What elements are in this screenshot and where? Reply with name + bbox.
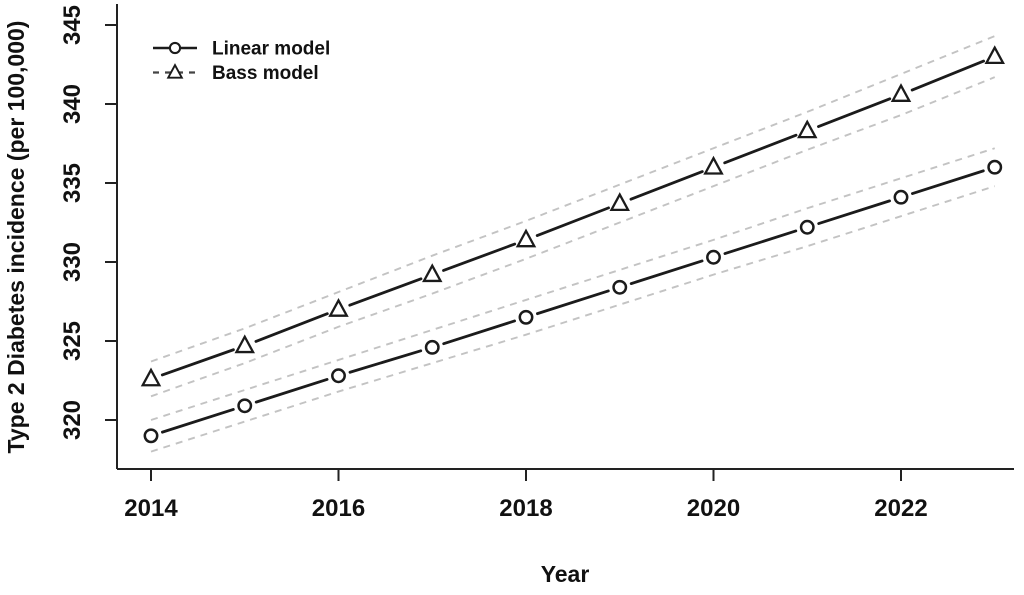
series-lines xyxy=(160,59,986,434)
svg-text:340: 340 xyxy=(59,84,86,124)
legend-label: Linear model xyxy=(212,39,330,60)
axis-tick-labels: 2014 2016 2018 2020 2022 320 325 330 335 340 345 xyxy=(59,5,928,522)
series-markers xyxy=(140,45,1005,444)
svg-text:330: 330 xyxy=(59,242,86,282)
svg-text:2016: 2016 xyxy=(312,495,365,522)
svg-text:320: 320 xyxy=(59,400,86,440)
confidence-bands xyxy=(150,35,996,453)
legend: Linear model Bass model xyxy=(153,39,330,84)
svg-text:2020: 2020 xyxy=(687,495,740,522)
svg-text:2022: 2022 xyxy=(874,495,927,522)
svg-text:325: 325 xyxy=(59,321,86,361)
svg-text:2018: 2018 xyxy=(499,495,552,522)
svg-text:335: 335 xyxy=(59,163,86,203)
axis-titles: Year Type 2 Diabetes incidence (per 100,0… xyxy=(3,21,589,587)
svg-text:345: 345 xyxy=(59,5,86,45)
axes xyxy=(105,4,1014,481)
legend-label: Bass model xyxy=(212,63,319,84)
svg-text:2014: 2014 xyxy=(124,495,178,522)
x-axis-title: Year xyxy=(541,561,590,587)
y-axis-title: Type 2 Diabetes incidence (per 100,000) xyxy=(3,21,29,454)
